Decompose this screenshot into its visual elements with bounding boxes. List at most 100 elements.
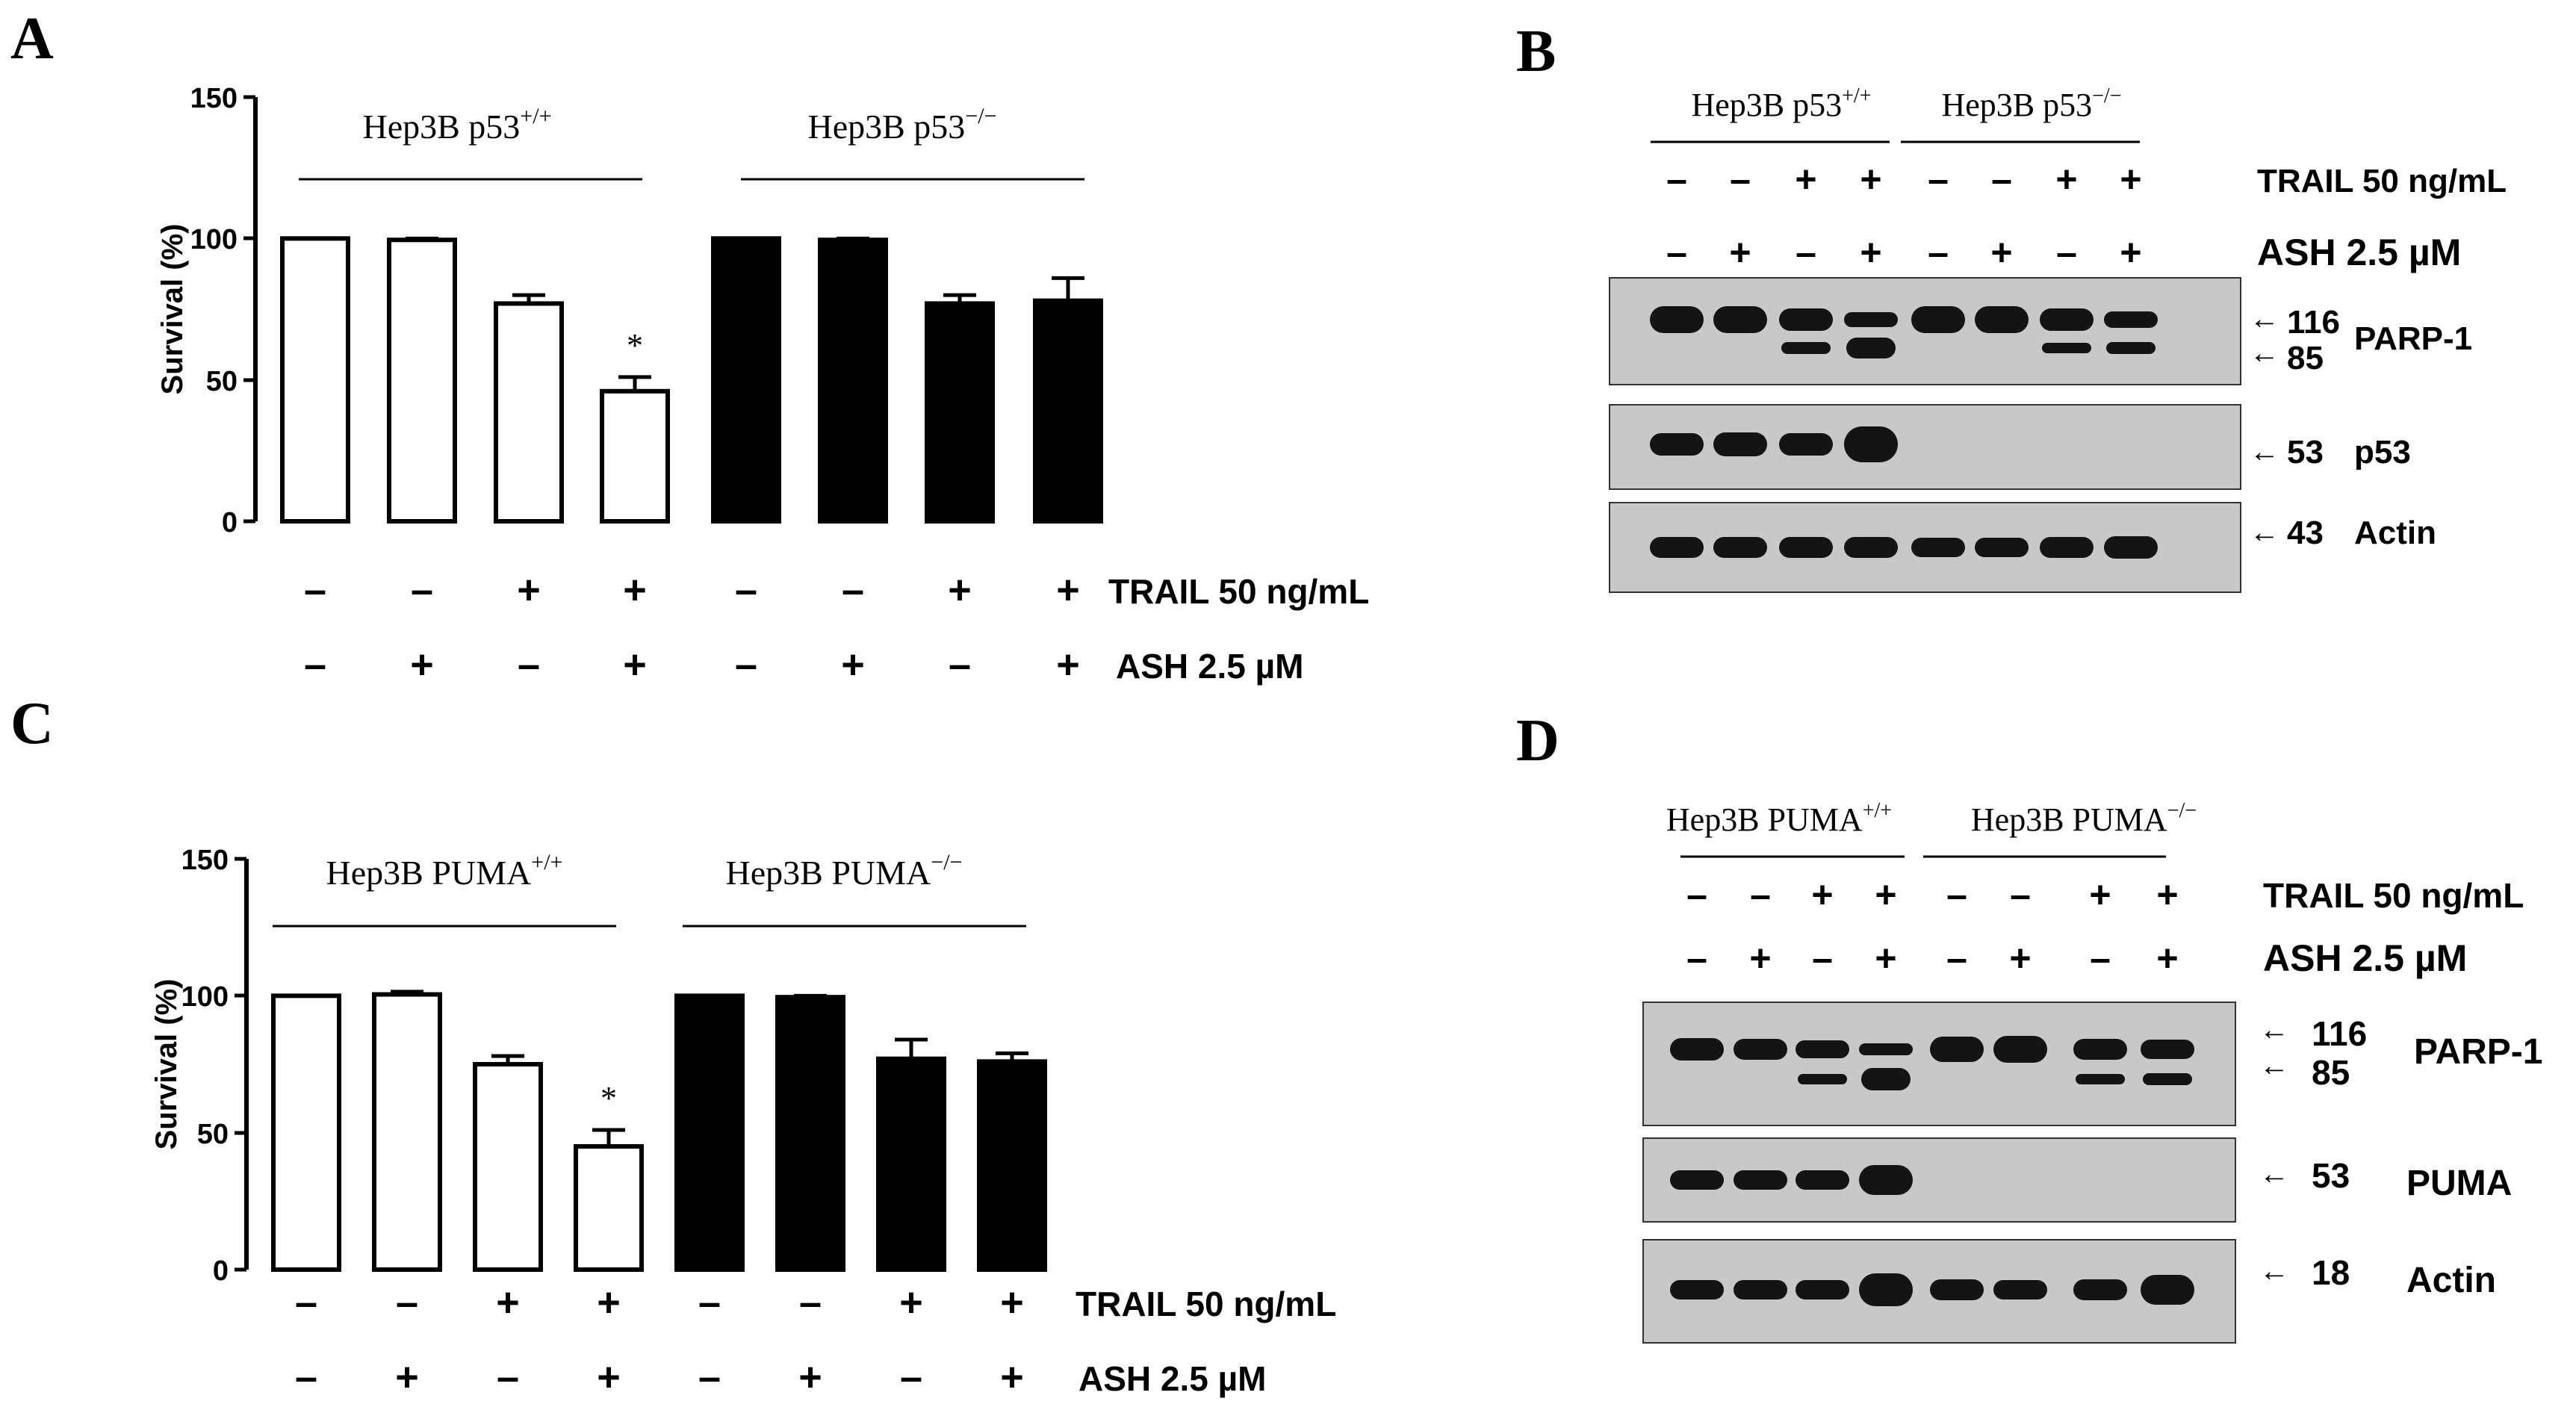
sign-trail: – bbox=[411, 568, 433, 612]
band-actin bbox=[1796, 1280, 1849, 1299]
sign-ash: + bbox=[1729, 232, 1751, 273]
sign-trail: + bbox=[496, 1280, 520, 1325]
y-tick-label: 100 bbox=[181, 981, 229, 1013]
sign-ash: – bbox=[949, 642, 971, 687]
blot-panel-puma bbox=[1642, 1137, 2236, 1223]
western-blot-b: Hep3B p53+/+ Hep3B p53−/− – – + + – – + +– + – + – +… bbox=[1609, 84, 2507, 593]
y-tick-label: 100 bbox=[190, 224, 238, 255]
band-parp1-116 bbox=[1975, 306, 2029, 333]
sign-trail: + bbox=[1795, 158, 1816, 200]
band-parp1-85 bbox=[1861, 1068, 1911, 1090]
band-parp1-85 bbox=[1798, 1074, 1847, 1084]
band-parp1-85 bbox=[2106, 342, 2156, 354]
band-parp1-116 bbox=[2040, 308, 2094, 331]
sign-ash: + bbox=[1056, 642, 1080, 687]
y-tick-label: 50 bbox=[197, 1119, 229, 1150]
y-tick-label: 0 bbox=[213, 1255, 229, 1287]
band-actin bbox=[1779, 537, 1833, 558]
sign-ash: + bbox=[1749, 937, 1771, 979]
protein-label-actin: Actin bbox=[2354, 515, 2436, 551]
sign-trail: + bbox=[597, 1280, 621, 1325]
panel-label-c: C bbox=[10, 691, 54, 757]
marker-85: 85 bbox=[2312, 1053, 2350, 1092]
band-p53 bbox=[1844, 426, 1898, 462]
y-axis-label: Survival (%) bbox=[156, 224, 189, 395]
sign-ash: – bbox=[1686, 937, 1707, 979]
group-label: Hep3B p53−/− bbox=[807, 104, 996, 146]
panel-label-d: D bbox=[1516, 708, 1559, 774]
band-actin bbox=[2040, 537, 2094, 558]
band-actin bbox=[1993, 1280, 2047, 1299]
sign-trail: – bbox=[735, 568, 757, 612]
sign-ash: + bbox=[1860, 232, 1881, 273]
band-parp1-116 bbox=[1844, 312, 1898, 327]
band-actin bbox=[1930, 1279, 1984, 1300]
sign-trail: + bbox=[2055, 158, 2077, 200]
sign-trail: + bbox=[517, 568, 541, 612]
blot-panel-parp1 bbox=[1642, 1002, 2236, 1126]
sign-ash: + bbox=[597, 1355, 621, 1400]
arrow-icon: ← bbox=[2250, 435, 2279, 468]
arrow-icon: ← bbox=[2259, 1049, 2289, 1082]
blot-condition-signs: – – + + – – + +– + – + – + – + bbox=[1666, 158, 2142, 273]
band-parp1-85 bbox=[2076, 1074, 2125, 1084]
arrow-icon: ← bbox=[2259, 1013, 2289, 1046]
band-parp1-116 bbox=[1911, 306, 1965, 333]
marker-18: 18 bbox=[2312, 1253, 2350, 1292]
sign-ash: – bbox=[698, 1355, 721, 1400]
band-actin bbox=[1911, 538, 1965, 557]
trail-row-label: TRAIL 50 ng/mL bbox=[1076, 1285, 1336, 1323]
y-axis-label: Survival (%) bbox=[150, 979, 183, 1150]
band-parp1-116 bbox=[1670, 1038, 1724, 1061]
y-tick-label: 50 bbox=[206, 366, 238, 397]
band-actin bbox=[2104, 536, 2158, 559]
ash-row-label: ASH 2.5 µM bbox=[1116, 647, 1303, 686]
band-parp1-116 bbox=[2073, 1039, 2127, 1060]
bar bbox=[1033, 298, 1103, 524]
blot-group-label: Hep3B PUMA−/− bbox=[1971, 799, 2197, 838]
survival-chart-a: 0 50 100 150 Survival (%) Hep3B p53+/+ H… bbox=[156, 83, 1369, 687]
band-parp1-85 bbox=[1846, 338, 1896, 358]
sign-ash: – bbox=[1666, 232, 1687, 273]
protein-label-p53: p53 bbox=[2354, 434, 2411, 471]
bar bbox=[775, 995, 845, 1272]
y-axis: 0 50 100 150 Survival (%) bbox=[150, 845, 249, 1287]
band-puma bbox=[1670, 1170, 1724, 1190]
sign-trail: + bbox=[1875, 874, 1896, 916]
arrow-icon: ← bbox=[2259, 1158, 2289, 1190]
ash-row-label: ASH 2.5 µM bbox=[2257, 232, 2461, 273]
survival-chart-c: 0 50 100 150 Survival (%) Hep3B PUMA+/+ … bbox=[150, 845, 1336, 1400]
band-actin bbox=[1859, 1273, 1913, 1306]
sign-ash: – bbox=[304, 642, 326, 687]
bar bbox=[977, 1059, 1047, 1273]
y-tick-label: 150 bbox=[190, 83, 238, 114]
group-labels: Hep3B p53+/+ Hep3B p53−/− bbox=[299, 104, 1084, 181]
band-p53 bbox=[1650, 433, 1704, 456]
bar bbox=[574, 1144, 644, 1272]
sign-trail: – bbox=[396, 1280, 418, 1325]
bar bbox=[372, 992, 442, 1272]
sign-ash: – bbox=[900, 1355, 922, 1400]
sign-trail: – bbox=[1928, 158, 1949, 200]
marker-43: 43 bbox=[2287, 515, 2324, 551]
significance-marker: * bbox=[627, 327, 643, 364]
band-parp1-116 bbox=[1993, 1036, 2047, 1063]
sign-ash: + bbox=[841, 642, 865, 687]
sign-ash: + bbox=[1990, 232, 2012, 273]
sign-trail: – bbox=[698, 1280, 721, 1325]
band-parp1-116 bbox=[1930, 1037, 1984, 1062]
sign-ash: + bbox=[2120, 232, 2141, 273]
group-label: Hep3B PUMA+/+ bbox=[326, 850, 563, 892]
band-parp1-85 bbox=[1781, 342, 1831, 354]
band-parp1-116 bbox=[1734, 1039, 1787, 1060]
protein-label-parp1: PARP-1 bbox=[2354, 320, 2472, 357]
arrow-icon: ← bbox=[2259, 1255, 2289, 1288]
bar bbox=[674, 993, 745, 1273]
blot-bands bbox=[1650, 306, 2158, 559]
bar bbox=[925, 301, 995, 524]
sign-ash: – bbox=[497, 1355, 519, 1400]
sign-trail: – bbox=[1750, 874, 1771, 916]
arrow-icon: ← bbox=[2250, 302, 2279, 335]
sign-trail: + bbox=[2156, 874, 2178, 916]
band-parp1-116 bbox=[1650, 306, 1704, 333]
